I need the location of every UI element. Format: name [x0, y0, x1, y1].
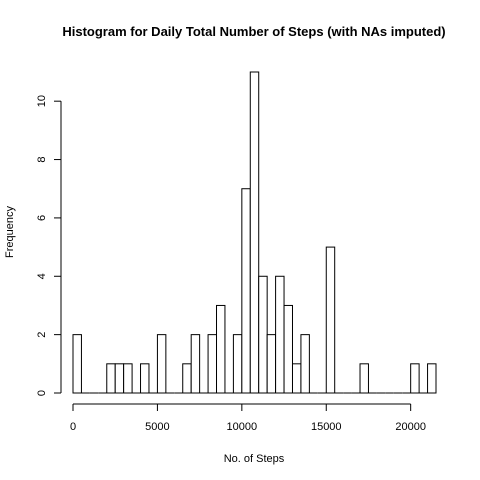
y-axis: 0 2 4 6 8 10: [36, 95, 62, 396]
histogram-bar: [106, 363, 116, 394]
histogram-bar: [156, 334, 167, 394]
y-tick-label: 6: [36, 215, 48, 221]
histogram-bar: [182, 363, 192, 394]
histogram-bar: [190, 334, 201, 394]
histogram-bar: [410, 363, 420, 394]
y-tick-label: 0: [36, 390, 48, 396]
histogram-bar: [427, 363, 437, 394]
x-tick-label: 0: [70, 421, 76, 433]
histogram-bar: [207, 334, 218, 394]
histogram-bar: [232, 334, 243, 394]
histogram-bar: [325, 246, 336, 394]
histogram-bar: [140, 363, 150, 394]
x-tick-label: 20000: [395, 421, 426, 433]
histogram-bars: [72, 71, 437, 394]
histogram-bar: [266, 334, 277, 394]
x-tick-label: 10000: [227, 421, 258, 433]
histogram-bar: [123, 363, 133, 394]
y-tick-label: 8: [36, 156, 48, 162]
x-axis: 0 5000 10000 15000 20000: [70, 403, 426, 433]
histogram-bar: [291, 363, 302, 394]
y-axis-label: Frequency: [4, 206, 16, 258]
chart-title: Histogram for Daily Total Number of Step…: [62, 24, 445, 39]
histogram-bar: [275, 275, 285, 394]
y-tick-label: 4: [36, 273, 48, 279]
histogram-bar: [249, 71, 260, 394]
histogram-bar: [283, 304, 293, 394]
x-axis-label: No. of Steps: [224, 453, 285, 465]
histogram-bar: [258, 275, 268, 394]
histogram-bar: [359, 363, 369, 394]
x-tick-label: 5000: [145, 421, 169, 433]
histogram-bar: [241, 188, 251, 394]
histogram-bar: [114, 363, 125, 394]
histogram-bar: [72, 334, 82, 394]
y-tick-label: 2: [36, 332, 48, 338]
y-tick-label: 10: [36, 95, 48, 107]
histogram-bar: [300, 334, 310, 394]
histogram-bar: [216, 304, 226, 394]
x-tick-label: 15000: [311, 421, 342, 433]
